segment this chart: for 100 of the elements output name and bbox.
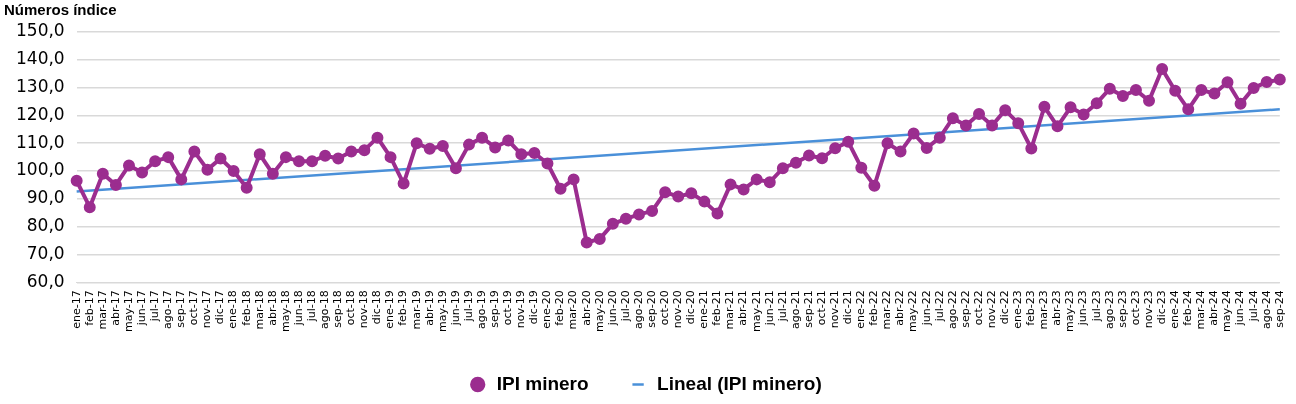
x-tick-label: ene-22 <box>854 290 868 329</box>
x-tick-label: jun-17 <box>134 290 148 327</box>
x-tick-label: sep-19 <box>488 290 502 328</box>
x-tick-label: mar-23 <box>1037 290 1051 330</box>
x-tick-label: nov-22 <box>984 290 998 329</box>
x-tick-label: ene-18 <box>226 290 240 329</box>
x-tick-label: jul-21 <box>775 290 789 323</box>
x-tick-label: may-22 <box>906 290 920 333</box>
x-tick-label: mar-17 <box>95 290 109 330</box>
x-tick-label: abr-21 <box>736 290 750 326</box>
x-tick-label: may-19 <box>435 290 449 333</box>
x-tick-label: jul-22 <box>932 290 946 323</box>
x-tick-label: dic-20 <box>684 290 698 325</box>
x-tick-label: abr-22 <box>893 290 907 326</box>
x-tick-label: ene-24 <box>1168 290 1182 329</box>
x-tick-label: jul-24 <box>1246 290 1260 323</box>
x-tick-label: ago-24 <box>1259 290 1273 329</box>
x-tick-label: sep-21 <box>801 290 815 328</box>
x-tick-label: nov-17 <box>200 290 214 329</box>
x-tick-label: oct-19 <box>501 290 515 326</box>
x-tick-label: mar-24 <box>1194 290 1208 330</box>
x-tick-label: sep-17 <box>174 290 188 328</box>
x-tick-label: nov-21 <box>828 290 842 329</box>
x-tick-label: jun-18 <box>291 290 305 327</box>
x-tick-label: feb-19 <box>396 290 410 326</box>
x-tick-label: oct-18 <box>344 290 358 326</box>
x-tick-label: ene-17 <box>69 290 83 329</box>
x-tick-label: feb-23 <box>1024 290 1038 326</box>
x-tick-label: abr-23 <box>1050 290 1064 326</box>
x-tick-label: ago-17 <box>161 290 175 329</box>
x-tick-label: may-18 <box>278 290 292 333</box>
x-tick-label: ene-23 <box>1011 290 1025 329</box>
x-tick-label: ago-21 <box>788 290 802 329</box>
x-tick-label: feb-21 <box>710 290 724 326</box>
x-tick-label: sep-18 <box>331 290 345 328</box>
y-tick-label: 150,0 <box>16 20 65 41</box>
x-tick-label: jun-22 <box>919 290 933 327</box>
x-tick-label: jun-21 <box>762 290 776 327</box>
x-tick-label: jul-20 <box>618 290 632 323</box>
x-tick-label: mar-18 <box>252 290 266 330</box>
x-tick-label: ago-22 <box>945 290 959 329</box>
y-tick-label: 70,0 <box>26 242 65 263</box>
x-tick-label: dic-23 <box>1154 290 1168 325</box>
y-tick-label: 90,0 <box>26 187 65 208</box>
y-tick-label: 140,0 <box>16 48 65 69</box>
x-tick-label: mar-22 <box>880 290 894 330</box>
x-tick-label: dic-19 <box>527 290 541 325</box>
x-tick-label: feb-17 <box>82 290 96 326</box>
x-tick-label: ago-20 <box>631 290 645 329</box>
y-tick-label: 100,0 <box>16 159 65 180</box>
x-tick-label: dic-22 <box>998 290 1012 325</box>
x-tick-label: mar-21 <box>723 290 737 330</box>
chart-title: Números índice <box>4 1 117 19</box>
y-tick-label: 80,0 <box>26 215 65 236</box>
x-tick-label: jul-23 <box>1089 290 1103 323</box>
x-tick-label: abr-24 <box>1207 290 1221 326</box>
x-tick-label: feb-24 <box>1181 290 1195 326</box>
x-tick-label: feb-18 <box>239 290 253 326</box>
x-tick-label: nov-18 <box>357 290 371 329</box>
x-tick-label: abr-18 <box>265 290 279 326</box>
x-tick-label: may-20 <box>592 290 606 333</box>
y-tick-label: 110,0 <box>16 131 65 152</box>
x-tick-label: ago-23 <box>1102 290 1116 329</box>
x-tick-label: mar-20 <box>566 290 580 330</box>
legend-label: Lineal (IPI minero) <box>657 372 822 394</box>
x-tick-label: may-21 <box>749 290 763 333</box>
x-tick-label: ene-20 <box>540 290 554 329</box>
x-tick-label: jul-18 <box>304 290 318 323</box>
x-tick-label: jul-17 <box>147 290 161 323</box>
x-tick-label: abr-20 <box>579 290 593 326</box>
x-tick-label: abr-17 <box>108 290 122 326</box>
x-tick-label: sep-22 <box>958 290 972 328</box>
x-tick-label: sep-20 <box>644 290 658 328</box>
x-tick-label: oct-22 <box>971 290 985 326</box>
y-tick-label: 60,0 <box>26 270 65 291</box>
x-tick-label: dic-21 <box>841 290 855 325</box>
x-tick-label: abr-19 <box>422 290 436 326</box>
x-tick-label: may-23 <box>1063 290 1077 333</box>
x-tick-label: feb-20 <box>553 290 567 326</box>
x-tick-label: jul-19 <box>461 290 475 323</box>
x-tick-label: feb-22 <box>867 290 881 326</box>
legend-label: IPI minero <box>496 372 589 394</box>
x-tick-label: oct-17 <box>187 290 201 326</box>
x-tick-label: mar-19 <box>409 290 423 330</box>
x-tick-label: jun-24 <box>1233 290 1247 327</box>
x-tick-label: nov-19 <box>514 290 528 329</box>
x-tick-label: dic-17 <box>213 290 227 325</box>
x-tick-label: sep-23 <box>1115 290 1129 328</box>
x-tick-label: oct-20 <box>658 290 672 326</box>
x-tick-label: may-24 <box>1220 290 1234 333</box>
x-tick-label: sep-24 <box>1272 290 1286 328</box>
x-tick-label: ene-19 <box>383 290 397 329</box>
x-tick-label: oct-23 <box>1128 290 1142 326</box>
x-tick-label: oct-21 <box>814 290 828 326</box>
x-tick-label: jun-19 <box>448 290 462 327</box>
x-tick-label: jun-20 <box>605 290 619 327</box>
x-tick-label: nov-23 <box>1141 290 1155 329</box>
x-tick-label: dic-18 <box>370 290 384 325</box>
x-tick-label: jun-23 <box>1076 290 1090 327</box>
x-tick-label: ago-19 <box>474 290 488 329</box>
